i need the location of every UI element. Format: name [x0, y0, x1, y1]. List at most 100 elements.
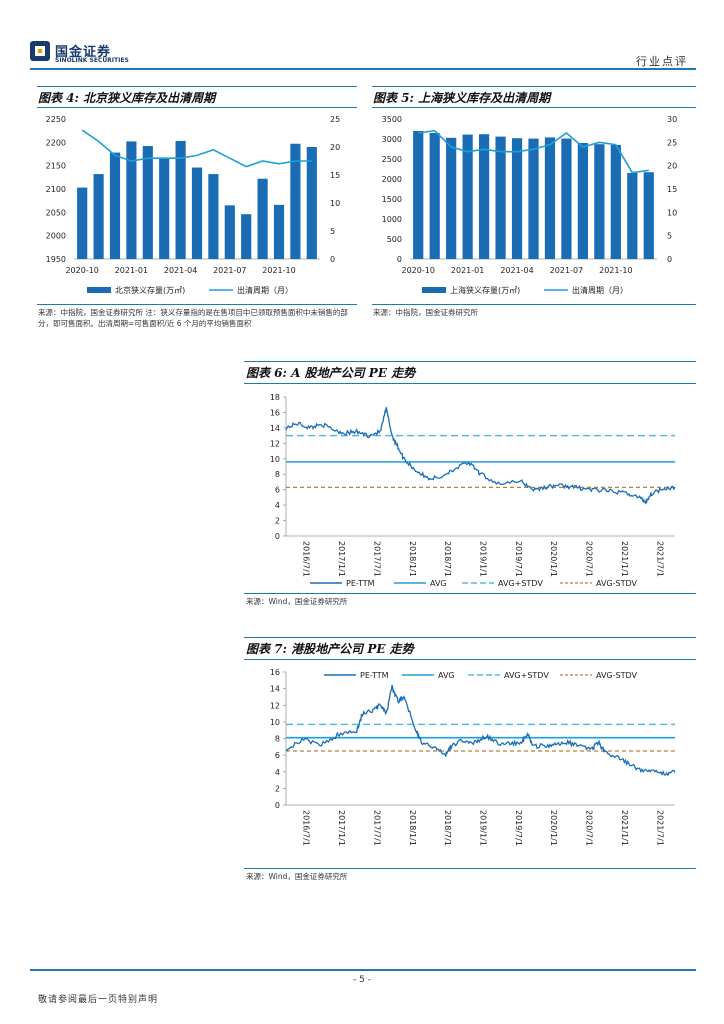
y-left-tick-label: 2000	[46, 232, 66, 241]
bar	[241, 214, 252, 259]
x-tick-label: 2021/7/1	[655, 810, 664, 846]
legend-label: PE-TTM	[346, 579, 375, 588]
x-tick-label: 2021-04	[164, 266, 197, 275]
clearance-period-line	[418, 129, 649, 174]
x-tick-label: 2021-07	[213, 266, 246, 275]
legend-bar-label: 北京狭义存量(万㎡)	[115, 285, 185, 295]
y-tick-label: 8	[275, 735, 280, 744]
x-tick-label: 2019/1/1	[479, 541, 488, 577]
bar	[208, 174, 219, 259]
fig7-bottom-rule	[244, 868, 696, 869]
x-tick-label: 2021-04	[500, 266, 533, 275]
legend-label: AVG	[430, 579, 447, 588]
x-tick-label: 2018/1/1	[408, 810, 417, 846]
bar	[77, 187, 88, 259]
x-tick-label: 2019/1/1	[479, 810, 488, 846]
fig5-top-rule	[372, 86, 696, 87]
fig6-chart: 0 2 4 6 8 10 12 14 16 18 2016/7/1 2017/1/1 2017/7/1 2…	[270, 393, 676, 588]
footer-disclaimer: 敬请参阅最后一页特别声明	[38, 995, 159, 1005]
y-tick-label: 2	[275, 784, 280, 793]
x-tick-label: 2016/7/1	[302, 810, 311, 846]
legend-label: AVG	[438, 671, 455, 680]
y-right-tick-label: 30	[667, 115, 677, 124]
header-rule	[30, 68, 696, 70]
y-tick-label: 14	[270, 685, 280, 694]
y-right-tick-label: 10	[667, 208, 677, 217]
bar	[627, 173, 638, 259]
x-tick-label: 2021-07	[550, 266, 583, 275]
bar	[610, 145, 621, 259]
y-right-tick-label: 20	[667, 162, 677, 171]
x-tick-label: 2021-10	[262, 266, 295, 275]
sinolink-logo-icon	[30, 41, 50, 61]
fig7-chart: 0 2 4 6 8 10 12 14 16 2016/7/1 2017/1/1 2017/7/1 201…	[270, 668, 676, 846]
bar	[446, 137, 457, 259]
bar	[528, 138, 539, 259]
bar	[429, 133, 440, 259]
y-right-tick-label: 25	[667, 138, 677, 147]
x-tick-label: 2021/7/1	[655, 541, 664, 577]
y-left-tick-label: 1500	[382, 195, 402, 204]
y-tick-label: 6	[275, 486, 280, 495]
x-tick-label: 2019/7/1	[514, 541, 523, 577]
y-right-tick-label: 15	[667, 185, 677, 194]
x-tick-label: 2018/1/1	[408, 541, 417, 577]
y-left-tick-label: 3000	[382, 135, 402, 144]
y-tick-label: 0	[275, 532, 280, 541]
y-tick-label: 8	[275, 470, 280, 479]
x-tick-label: 2020/1/1	[549, 810, 558, 846]
pe-ttm-line	[285, 407, 676, 505]
y-right-tick-label: 15	[330, 171, 340, 180]
y-right-tick-label: 0	[667, 255, 672, 264]
x-tick-label: 2019/7/1	[514, 810, 523, 846]
brand-name-en: SINOLINK SECURITIES	[55, 57, 129, 64]
bar	[643, 172, 654, 259]
legend-bar-swatch	[87, 287, 111, 293]
y-left-tick-label: 2150	[46, 162, 66, 171]
legend-bar-label: 上海狭义存量(万㎡)	[450, 285, 520, 295]
y-left-tick-label: 500	[387, 235, 402, 244]
bar	[142, 146, 153, 259]
y-left-tick-label: 1000	[382, 215, 402, 224]
y-left-tick-label: 0	[397, 255, 402, 264]
bar	[257, 178, 268, 259]
y-tick-label: 2	[275, 517, 280, 526]
bar	[577, 143, 589, 259]
y-tick-label: 10	[270, 718, 280, 727]
bar	[175, 140, 186, 259]
x-tick-label: 2016/7/1	[302, 541, 311, 577]
bar	[224, 205, 235, 259]
x-tick-label: 2018/7/1	[443, 810, 452, 846]
y-tick-label: 18	[270, 393, 280, 402]
y-tick-label: 4	[275, 768, 280, 777]
x-tick-label: 2017/7/1	[372, 810, 381, 846]
y-tick-label: 12	[270, 701, 280, 710]
bar	[413, 131, 424, 259]
y-right-tick-label: 0	[330, 255, 335, 264]
brand-name-cn: 国金证券	[55, 45, 112, 60]
fig5-bottom-rule	[372, 304, 696, 305]
fig7-top-rule	[244, 637, 696, 638]
x-tick-label: 2020/1/1	[549, 541, 558, 577]
bar	[495, 136, 506, 259]
fig6-source: 来源：Wind，国金证券研究所	[246, 597, 348, 606]
fig6-title: 图表 6: A 股地产公司 PE 走势	[246, 366, 416, 380]
page-number: - 5 -	[353, 975, 371, 985]
x-tick-label: 2020/7/1	[585, 810, 594, 846]
bar	[462, 134, 473, 259]
fig4-chart: 1950 2000 2050 2100 2150 2200 2250 0 5 10 15 20 25 20…	[46, 115, 341, 295]
fig4-top-rule	[37, 86, 357, 87]
legend-label: AVG-STDV	[596, 579, 638, 588]
pe-ttm-line	[285, 684, 676, 777]
fig5-chart: 0 500 1000 1500 2000 2500 3000 3500 0 5 10 15 20 25 30…	[382, 115, 678, 295]
legend-label: PE-TTM	[360, 671, 389, 680]
x-tick-label: 2021/1/1	[620, 810, 629, 846]
x-tick-label: 2017/7/1	[372, 541, 381, 577]
y-tick-label: 4	[275, 501, 280, 510]
legend-label: AVG+STDV	[498, 579, 543, 588]
legend-bar-swatch	[422, 287, 446, 293]
fig5-source: 来源：中指院，国金证券研究所	[373, 308, 478, 317]
bar	[109, 152, 121, 259]
y-tick-label: 10	[270, 455, 280, 464]
